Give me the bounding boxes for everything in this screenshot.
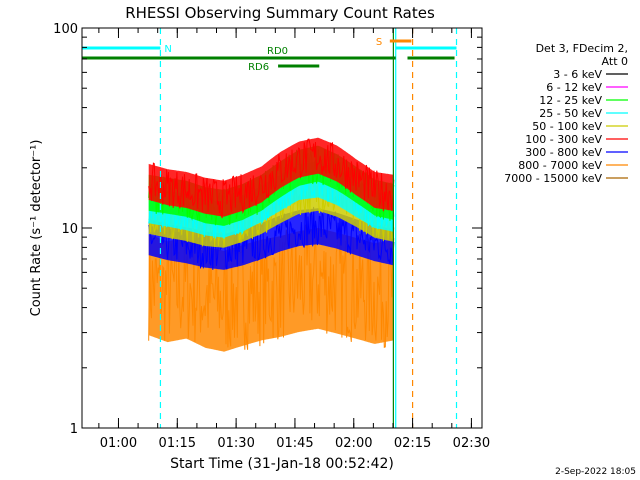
y-tick-label: 1 — [70, 422, 78, 437]
y-tick-label: 10 — [61, 222, 78, 237]
state-bar-label-0: N — [164, 44, 171, 55]
chart-title: RHESSI Observing Summary Count Rates — [125, 4, 435, 22]
legend-entry-label: 50 - 100 keV — [532, 120, 602, 133]
state-bar-label-2: S — [376, 37, 382, 48]
plot-area: N S RD0 RD6 1 10 100 01:00 01:15 01:30 01:45 02:00 0… — [53, 22, 490, 451]
x-tick-label: 01:15 — [159, 436, 196, 451]
x-tick-label: 02:00 — [335, 436, 372, 451]
y-tick-label: 100 — [53, 22, 78, 37]
x-axis-label: Start Time (31-Jan-18 00:52:42) — [170, 456, 394, 472]
x-tick-label: 02:30 — [453, 436, 490, 451]
state-bar-label-3: RD0 — [267, 46, 288, 57]
legend-entry-label: 100 - 300 keV — [525, 133, 602, 146]
footer-date: 2-Sep-2022 18:05 — [555, 467, 636, 477]
legend-entry-label: 6 - 12 keV — [546, 81, 602, 94]
legend-entry-label: 12 - 25 keV — [539, 94, 602, 107]
x-tick-label: 02:15 — [394, 436, 431, 451]
y-axis-label: Count Rate (s⁻¹ detector⁻¹) — [29, 140, 44, 317]
legend-entry-label: 800 - 7000 keV — [518, 159, 602, 172]
legend-entry-label: 300 - 800 keV — [525, 146, 602, 159]
x-tick-label: 01:45 — [276, 436, 313, 451]
legend-entry-label: 3 - 6 keV — [553, 68, 602, 81]
legend-header: Det 3, FDecim 2, — [536, 42, 628, 55]
legend-entry-label: 25 - 50 keV — [539, 107, 602, 120]
series-band-5 — [148, 137, 394, 217]
series-group — [148, 137, 395, 352]
x-tick-label: 01:30 — [217, 436, 254, 451]
series-band-1 — [148, 208, 394, 270]
x-tick-label: 01:00 — [100, 436, 137, 451]
legend-entry-label: 7000 - 15000 keV — [504, 172, 602, 185]
legend-header: Att 0 — [602, 55, 628, 68]
state-bar-label-5: RD6 — [248, 62, 269, 73]
